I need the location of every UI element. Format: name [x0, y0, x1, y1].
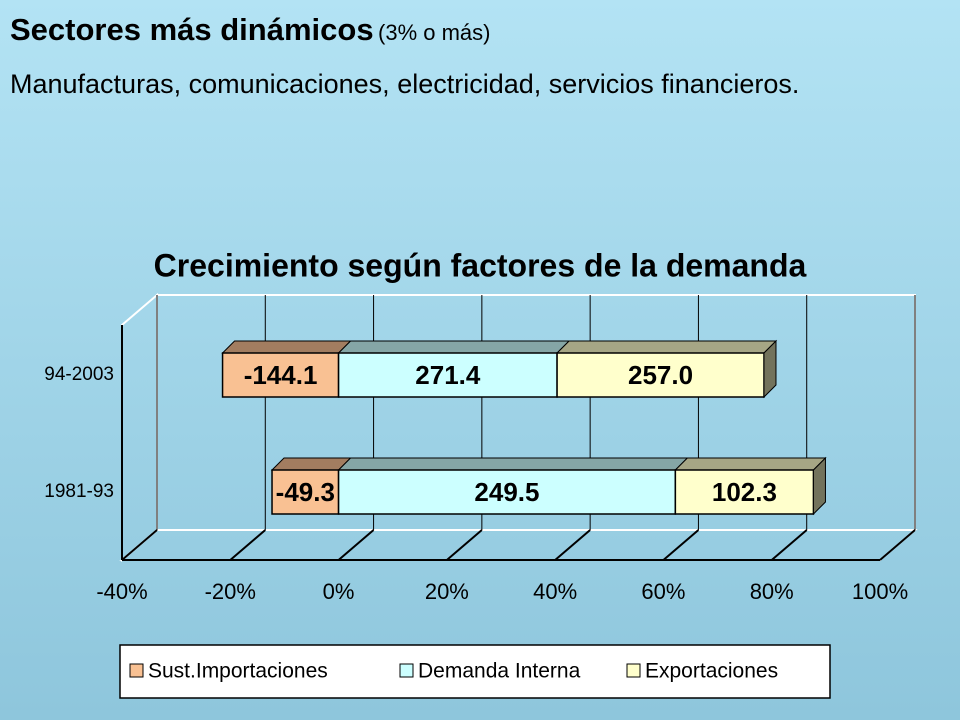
tick-mark	[771, 529, 808, 561]
legend-swatch	[129, 663, 144, 678]
header: Sectores más dinámicos (3% o más) Manufa…	[10, 12, 940, 106]
x-tick-label: 0%	[323, 579, 355, 604]
legend-label: Sust.Importaciones	[148, 660, 328, 683]
title-note: (3% o más)	[378, 20, 491, 45]
y-tick-label: 94-2003	[44, 364, 114, 385]
tick-mark	[337, 529, 375, 561]
floor	[119, 529, 918, 561]
bar-side	[812, 456, 826, 516]
bar-top	[674, 457, 827, 471]
tick-mark	[229, 529, 266, 561]
bar-top	[270, 457, 352, 471]
tick-mark	[554, 529, 591, 561]
tick-mark	[446, 529, 483, 561]
x-tick-label: 40%	[533, 579, 577, 604]
slide-title: Sectores más dinámicos (3% o más)	[10, 12, 940, 48]
data-label: 249.5	[474, 477, 539, 507]
data-label: 257.0	[628, 360, 693, 390]
data-label: 102.3	[712, 477, 777, 507]
tick-mark	[662, 529, 700, 561]
x-tick-label: 100%	[852, 579, 908, 604]
bar	[271, 469, 340, 515]
legend-swatch	[626, 663, 641, 678]
y-tick-label: 1981-93	[44, 481, 114, 502]
bar	[337, 469, 677, 515]
bar	[221, 352, 340, 398]
side-wall	[121, 292, 158, 563]
data-label: -144.1	[244, 360, 318, 390]
tick-mark	[121, 529, 158, 561]
title: Sectores más dinámicos	[10, 12, 374, 47]
bar-top	[337, 340, 571, 354]
legend-swatch	[399, 663, 414, 678]
bar	[556, 352, 765, 398]
legend-box	[119, 644, 831, 699]
bar	[674, 469, 815, 515]
bar-top	[555, 340, 778, 354]
legend-label: Demanda Interna	[418, 660, 581, 683]
data-label: -49.3	[276, 477, 335, 507]
x-tick-label: -40%	[96, 579, 147, 604]
x-tick-label: 80%	[750, 579, 794, 604]
bar-top	[337, 457, 689, 471]
body-text: Manufacturas, comunicaciones, electricid…	[10, 69, 800, 99]
bar-side	[763, 339, 777, 399]
x-tick-label: -20%	[205, 579, 256, 604]
data-label: 271.4	[415, 360, 481, 390]
bar-top	[221, 340, 352, 354]
bar	[337, 352, 558, 398]
tick-mark	[879, 529, 916, 561]
x-tick-label: 20%	[425, 579, 469, 604]
x-tick-label: 60%	[641, 579, 685, 604]
legend-label: Exportaciones	[645, 660, 778, 683]
chart-title: Crecimiento según factores de la demanda	[154, 247, 807, 283]
